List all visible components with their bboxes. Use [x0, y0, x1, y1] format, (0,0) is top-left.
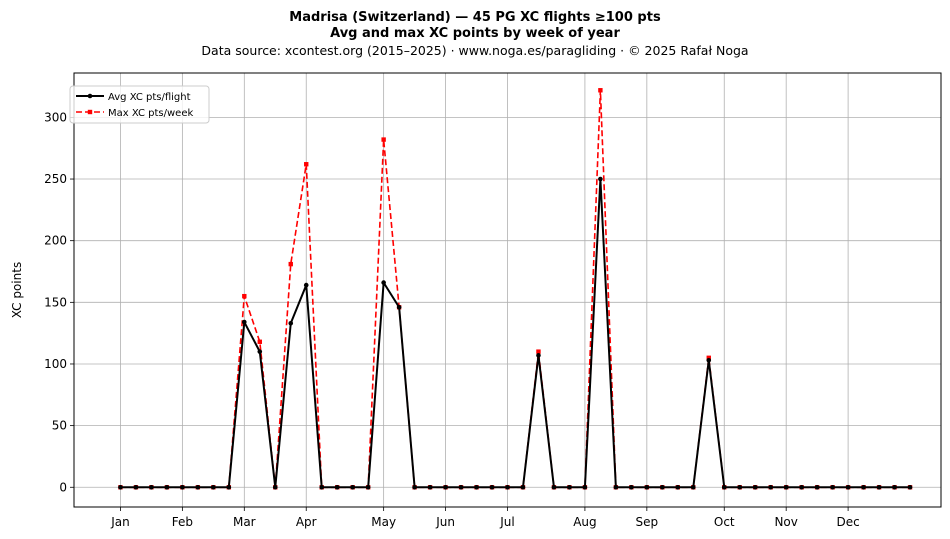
x-tick-label: Jan: [110, 515, 130, 529]
y-tick-label: 50: [52, 419, 67, 433]
data-point-avg: [536, 353, 541, 358]
data-point-avg: [272, 484, 278, 490]
y-tick-label: 150: [44, 295, 67, 309]
data-point-avg: [412, 484, 417, 490]
grid-layer: [74, 73, 941, 507]
data-point-avg: [582, 484, 588, 490]
data-point-max: [304, 162, 309, 167]
data-point-max: [536, 349, 541, 354]
series-line-max: [120, 89, 911, 489]
data-point-avg: [598, 176, 603, 182]
x-tick-label: Feb: [172, 515, 193, 529]
data-point-avg: [690, 484, 696, 490]
y-tick-label: 200: [44, 234, 67, 248]
x-tick-label: Jul: [499, 515, 514, 529]
data-point-avg: [133, 484, 139, 490]
data-point-max: [598, 88, 603, 93]
data-point-avg: [613, 484, 619, 490]
data-point-avg: [814, 484, 820, 490]
data-point-avg: [458, 484, 464, 490]
data-point-avg: [381, 280, 386, 285]
data-point-max: [257, 339, 262, 344]
x-tick-label: Apr: [296, 515, 317, 529]
data-point-avg: [830, 484, 835, 490]
data-point-avg: [644, 484, 650, 490]
y-axis-label: XC points: [10, 262, 24, 318]
y-tick-label: 0: [59, 480, 67, 494]
data-point-max: [706, 355, 711, 361]
x-tick-label: Nov: [774, 515, 797, 529]
data-point-avg: [783, 484, 789, 490]
data-point-avg: [706, 357, 712, 363]
data-point-avg: [288, 320, 294, 326]
x-tick-label: Aug: [573, 515, 596, 529]
data-point-avg: [629, 484, 634, 490]
data-point-avg: [737, 484, 743, 490]
data-point-avg: [907, 484, 913, 490]
data-point-avg: [660, 484, 665, 490]
data-point-avg: [396, 304, 402, 310]
data-point-avg: [211, 484, 216, 490]
data-point-avg: [721, 484, 727, 490]
data-point-avg: [334, 484, 340, 490]
data-point-avg: [892, 484, 897, 490]
x-tick-label: Dec: [836, 515, 859, 529]
data-point-avg: [195, 484, 201, 490]
x-tick-label: Oct: [714, 515, 735, 529]
data-point-avg: [257, 349, 263, 354]
data-point-max: [381, 137, 386, 142]
series-line-avg: [120, 178, 911, 489]
data-point-avg: [226, 484, 232, 490]
legend-label-avg: Avg XC pts/flight: [108, 92, 191, 103]
data-point-avg: [845, 484, 851, 490]
data-point-avg: [242, 319, 247, 325]
data-point-avg: [551, 484, 557, 490]
data-point-avg: [505, 484, 510, 490]
series-layer: [118, 88, 913, 490]
data-point-avg: [799, 484, 804, 490]
data-point-avg: [149, 484, 154, 490]
data-point-avg: [443, 484, 448, 490]
data-point-avg: [365, 484, 371, 490]
data-point-avg: [180, 484, 185, 490]
y-tick-label: 250: [44, 172, 67, 186]
x-tick-label: Jun: [435, 515, 455, 529]
data-point-avg: [474, 484, 479, 490]
ticks-layer: Jan Feb Mar Apr May Jun Jul Aug Sep Oct Nov Dec 0 50 1…: [44, 110, 860, 529]
y-tick-label: 100: [44, 357, 67, 371]
data-point-max: [242, 293, 247, 299]
chart-source-line: Data source: xcontest.org (2015–2025) · …: [201, 43, 748, 58]
data-point-avg: [675, 484, 681, 490]
data-point-avg: [118, 484, 123, 490]
chart-title: Madrisa (Switzerland) — 45 PG XC flights…: [289, 10, 661, 25]
data-point-avg: [876, 484, 882, 490]
x-tick-label: May: [371, 515, 396, 529]
chart-subtitle: Avg and max XC points by week of year: [330, 26, 620, 41]
data-point-avg: [303, 282, 309, 288]
legend-marker-avg: [87, 93, 93, 99]
data-point-avg: [319, 484, 325, 490]
data-point-avg: [350, 484, 355, 490]
legend: Avg XC pts/flight Max XC pts/week: [69, 85, 210, 124]
data-point-avg: [427, 484, 433, 490]
data-point-max: [288, 261, 293, 267]
data-point-avg: [861, 484, 866, 490]
data-point-avg: [489, 484, 495, 490]
x-tick-label: Mar: [233, 515, 256, 529]
data-point-avg: [752, 484, 758, 490]
legend-marker-max: [87, 109, 93, 115]
data-point-avg: [567, 484, 572, 490]
x-tick-label: Sep: [636, 515, 659, 529]
data-point-avg: [520, 484, 526, 490]
y-tick-label: 300: [44, 110, 67, 124]
legend-label-max: Max XC pts/week: [108, 108, 193, 119]
legend-box: [69, 85, 210, 124]
data-point-avg: [768, 484, 773, 490]
data-point-avg: [164, 484, 170, 490]
